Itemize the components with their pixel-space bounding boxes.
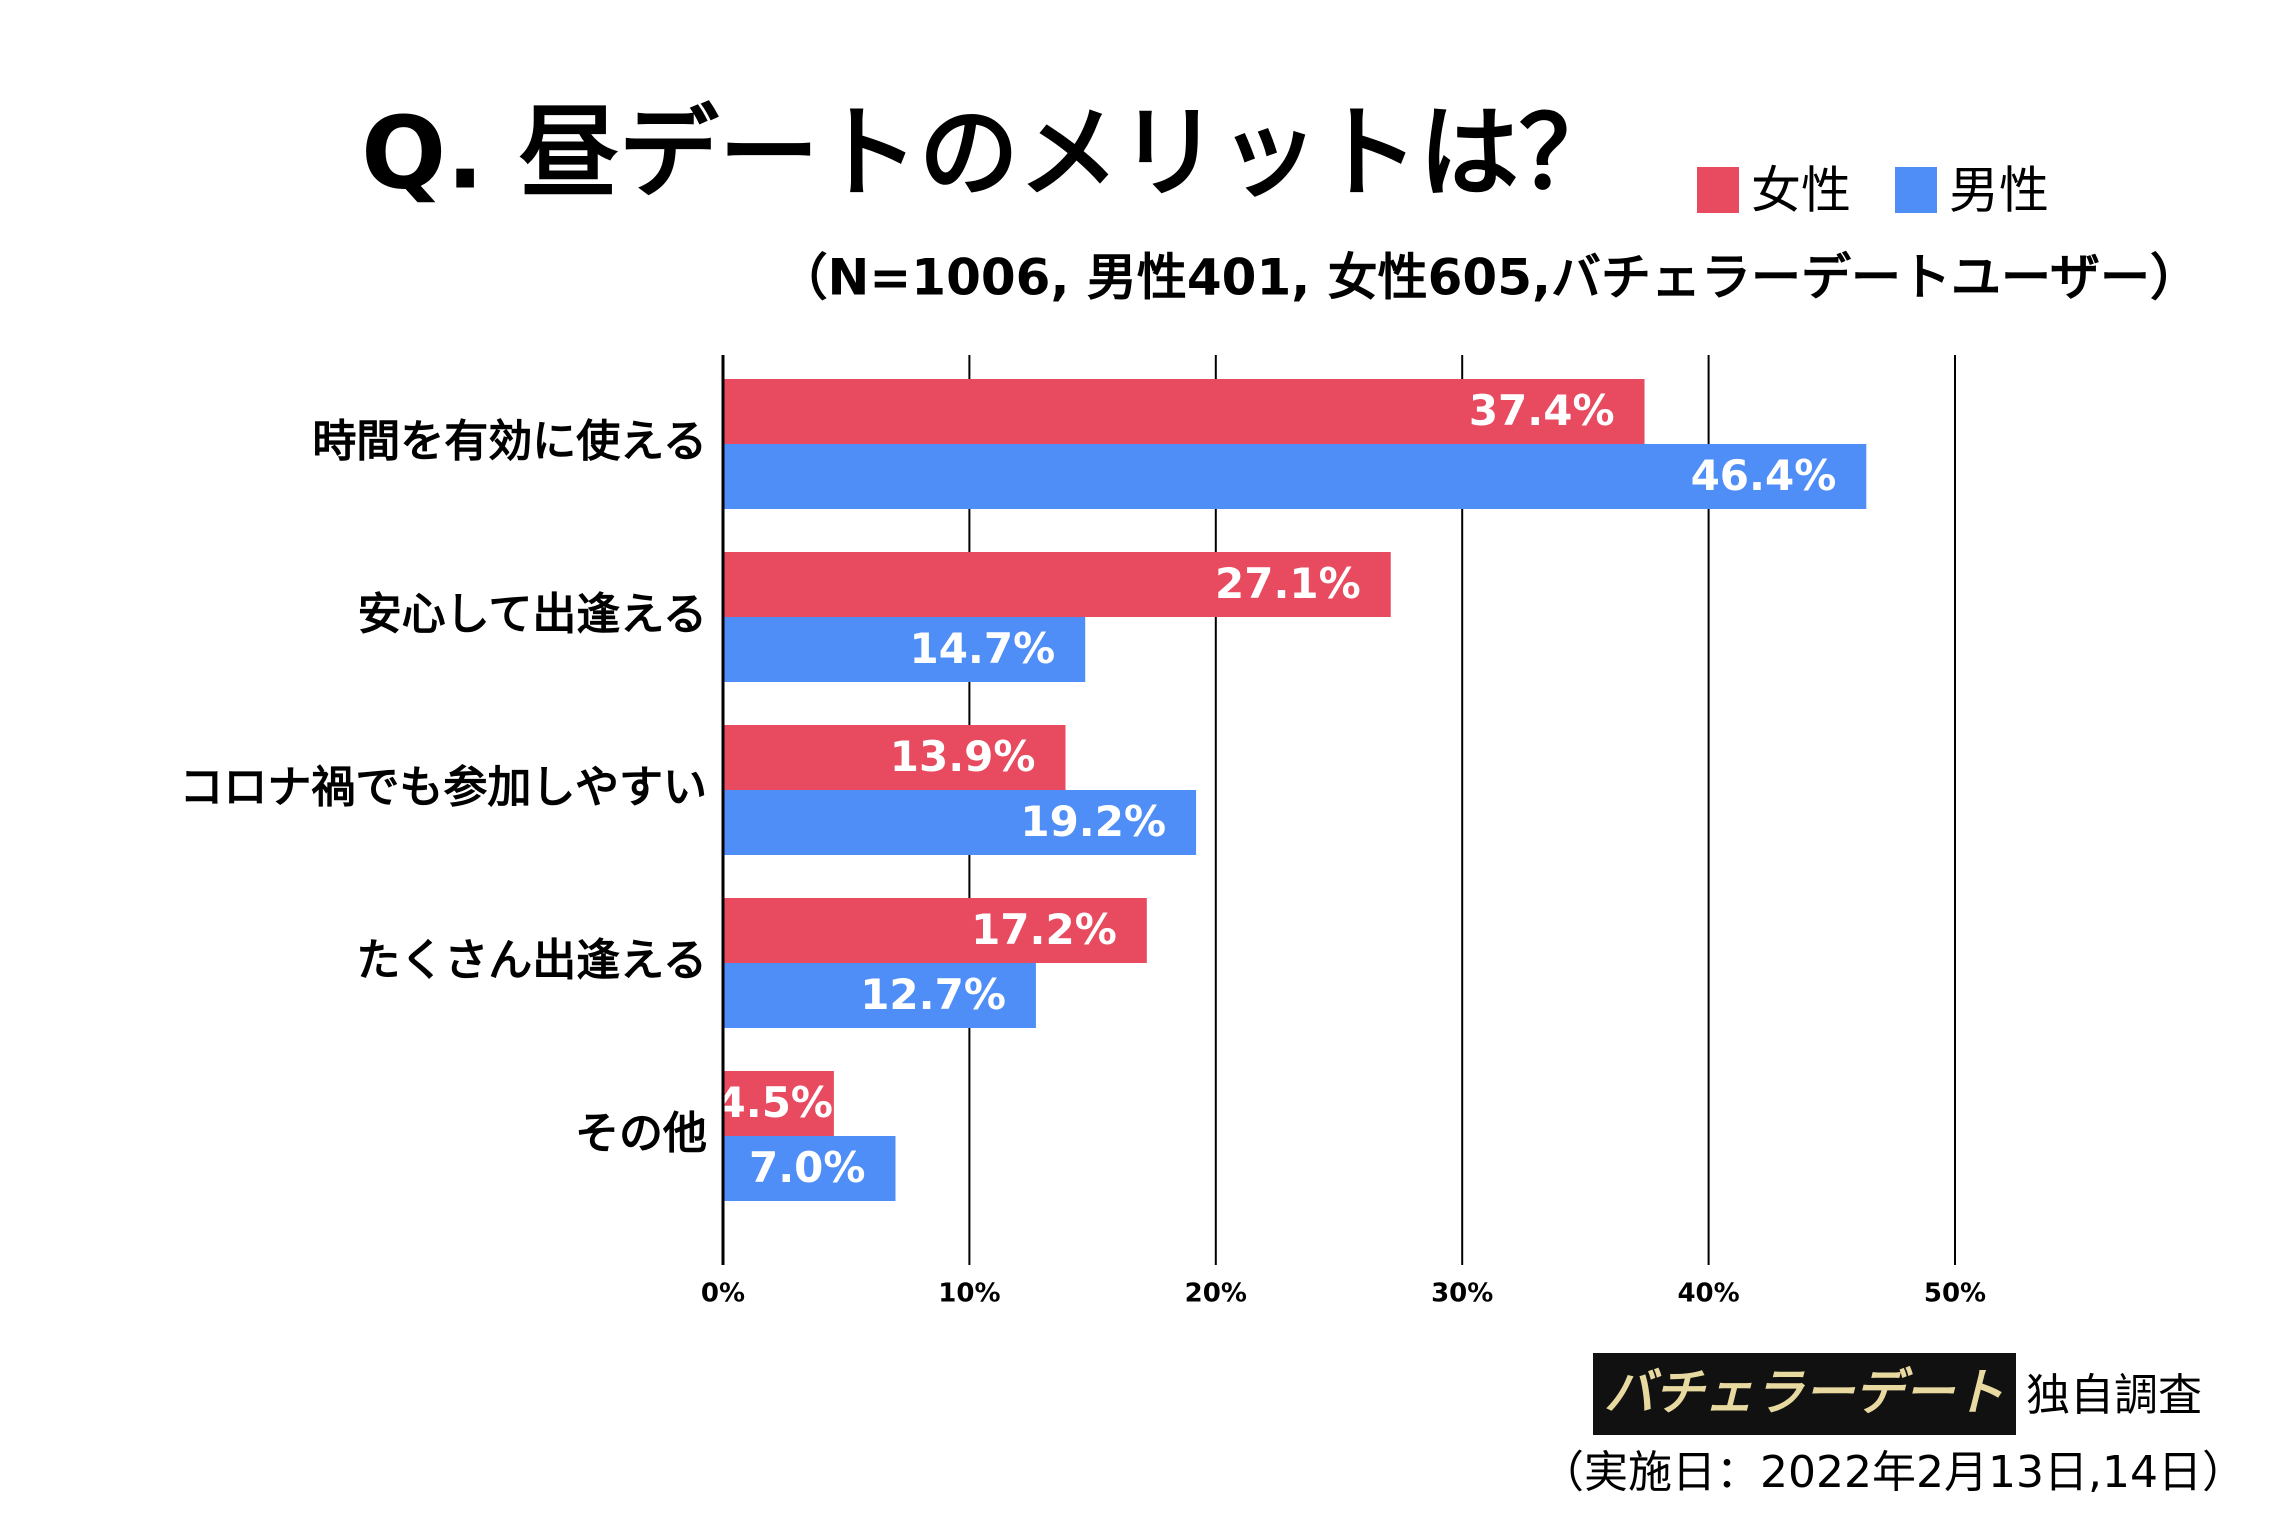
x-tick-label: 0% [701, 1279, 745, 1309]
y-tick-label: 時間を有効に使える [312, 416, 707, 467]
value-label: 19.2% [1020, 797, 1166, 846]
logo-box [1593, 1353, 2016, 1435]
y-tick-label: コロナ禍でも参加しやすい [179, 762, 707, 813]
bar [723, 898, 1147, 963]
bar [723, 379, 1645, 444]
legend-swatch [1895, 167, 1937, 213]
bar [723, 617, 1086, 682]
value-label: 7.0% [749, 1143, 865, 1192]
y-tick-label: たくさん出逢える [356, 935, 707, 986]
bar [723, 725, 1066, 790]
bar [723, 444, 1867, 509]
y-tick-label: その他 [575, 1108, 707, 1159]
value-label: 14.7% [909, 624, 1055, 673]
legend-swatch [1697, 167, 1739, 213]
value-label: 12.7% [860, 970, 1006, 1019]
value-label: 46.4% [1691, 451, 1837, 500]
x-tick-label: 40% [1677, 1279, 1739, 1309]
date: （実施日：2022年2月13日,14日） [1540, 1447, 2246, 1498]
bar [723, 552, 1391, 617]
x-tick-label: 50% [1924, 1279, 1986, 1309]
source: 独自調査 [2026, 1370, 2202, 1421]
bar [723, 963, 1036, 1028]
y-tick-label: 安心して出逢える [358, 589, 707, 640]
x-tick-label: 20% [1185, 1279, 1247, 1309]
value-label: 4.5% [717, 1078, 833, 1127]
logo: バチェラーデート [1604, 1364, 2004, 1422]
bar [723, 790, 1197, 855]
x-tick-label: 30% [1431, 1279, 1493, 1309]
legend-label: 男性 [1949, 162, 2049, 220]
bar [723, 1071, 834, 1136]
chart-subtitle: （N=1006, 男性401, 女性605,バチェラーデートユーザー） [778, 249, 2200, 307]
x-tick-label: 10% [938, 1279, 1000, 1309]
legend-label: 女性 [1751, 162, 1851, 220]
value-label: 17.2% [971, 905, 1117, 954]
value-label: 13.9% [890, 732, 1036, 781]
chart-title: Q. 昼デートのメリットは？ [361, 94, 1619, 211]
value-label: 37.4% [1469, 386, 1615, 435]
bar [723, 1136, 896, 1201]
value-label: 27.1% [1215, 559, 1361, 608]
